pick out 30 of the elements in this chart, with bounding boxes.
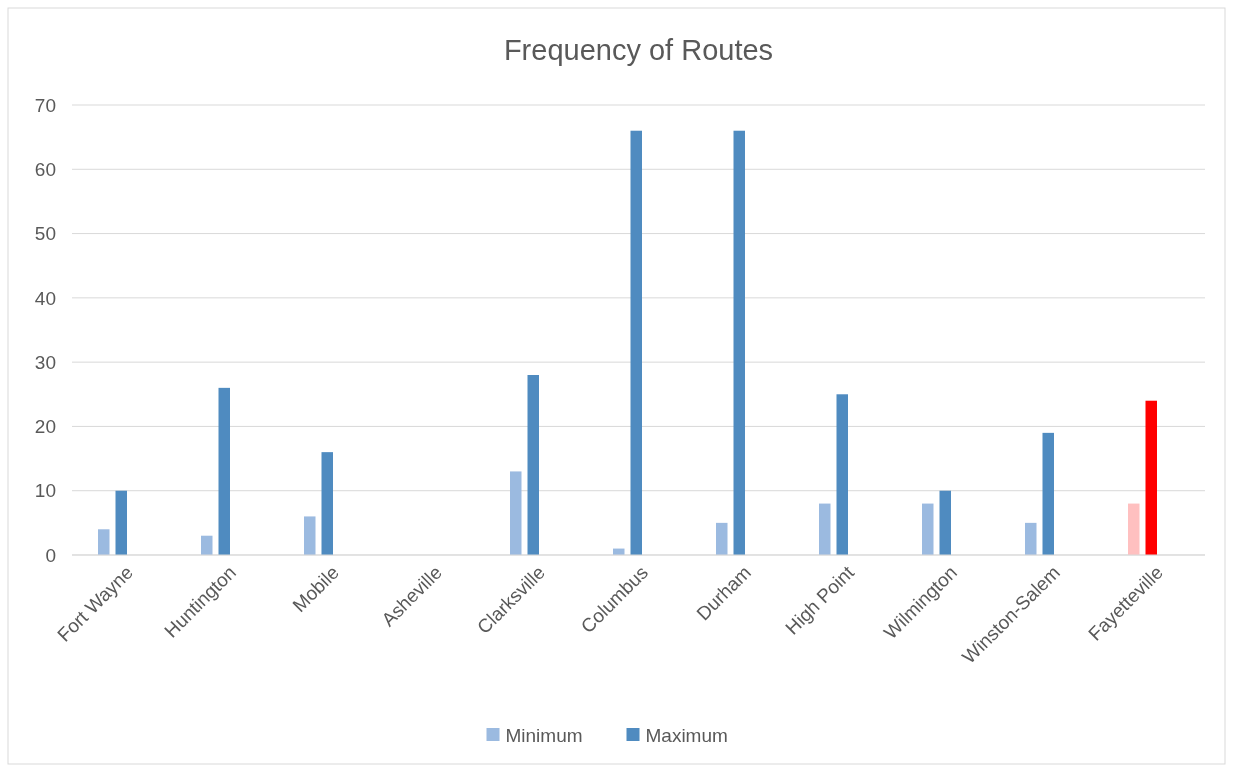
bar xyxy=(836,394,848,555)
chart-title: Frequency of Routes xyxy=(503,34,774,66)
bar xyxy=(218,387,230,555)
bar xyxy=(1145,400,1157,555)
legend-label: Minimum xyxy=(505,724,583,746)
bar xyxy=(939,490,951,555)
y-tick-label: 20 xyxy=(34,416,56,438)
legend-label: Maximum xyxy=(645,724,728,746)
bar xyxy=(922,503,934,555)
bar xyxy=(1025,522,1037,555)
bar xyxy=(321,452,333,555)
bar xyxy=(527,375,539,555)
bar xyxy=(819,503,831,555)
bar xyxy=(115,490,127,555)
bar xyxy=(201,535,213,555)
bar xyxy=(1042,432,1054,555)
y-tick-label: 10 xyxy=(34,480,56,502)
bar xyxy=(716,522,728,555)
bar xyxy=(510,471,522,555)
y-tick-label: 50 xyxy=(34,223,56,245)
y-tick-label: 30 xyxy=(34,351,56,373)
bar xyxy=(630,130,642,555)
bar xyxy=(733,130,745,555)
y-tick-label: 40 xyxy=(34,287,56,309)
bar xyxy=(98,529,110,555)
y-tick-label: 0 xyxy=(45,544,56,566)
y-tick-label: 70 xyxy=(34,94,56,116)
bar xyxy=(304,516,316,555)
bar xyxy=(1128,503,1140,555)
y-tick-label: 60 xyxy=(34,158,56,180)
